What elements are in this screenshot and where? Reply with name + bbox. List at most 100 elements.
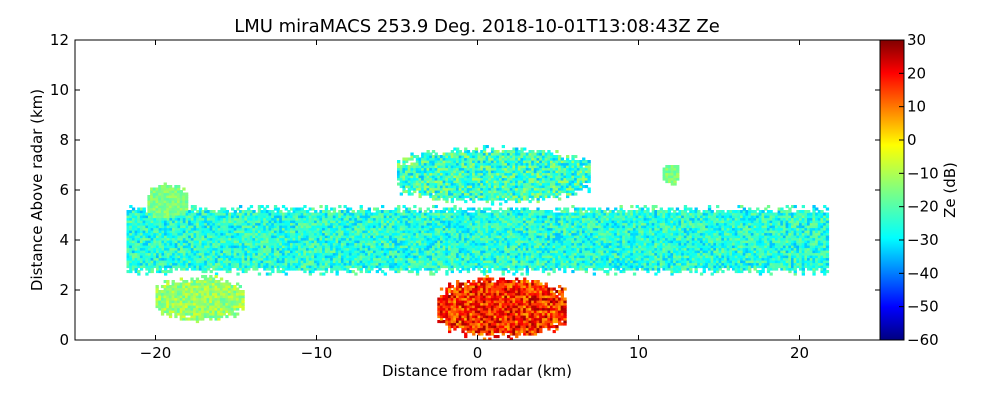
echo-cell xyxy=(370,262,374,266)
echo-cell xyxy=(397,212,401,216)
echo-cell xyxy=(303,225,307,229)
echo-cell xyxy=(509,207,513,211)
echo-cell xyxy=(568,247,572,251)
echo-cell xyxy=(340,227,345,231)
echo-cell xyxy=(662,240,666,244)
echo-cell xyxy=(520,207,524,211)
echo-cell xyxy=(231,237,235,241)
echo-cell xyxy=(145,227,149,231)
echo-cell xyxy=(185,222,189,226)
echo-cell xyxy=(565,265,570,269)
echo-cell xyxy=(482,267,487,271)
echo-cell xyxy=(659,250,663,254)
echo-cell xyxy=(150,222,154,226)
echo-cell xyxy=(145,250,149,254)
echo-cell xyxy=(630,262,634,266)
echo-cell xyxy=(413,222,417,226)
echo-cell xyxy=(563,242,567,246)
echo-cell xyxy=(423,237,428,241)
echo-cell xyxy=(359,207,363,211)
echo-cell xyxy=(370,237,374,241)
echo-cell xyxy=(367,225,371,229)
echo-cell xyxy=(284,255,288,259)
echo-cell xyxy=(279,215,283,219)
echo-cell xyxy=(239,250,243,254)
echo-cell xyxy=(600,217,604,221)
echo-cell xyxy=(373,262,377,266)
echo-cell xyxy=(397,265,401,269)
echo-cell xyxy=(185,232,189,236)
echo-cell xyxy=(231,232,235,236)
echo-cell xyxy=(415,260,420,264)
echo-cell xyxy=(129,225,133,229)
echo-cell xyxy=(498,267,503,271)
echo-cell xyxy=(659,237,663,241)
echo-cell xyxy=(198,217,203,221)
echo-cell xyxy=(303,205,307,209)
echo-cell xyxy=(158,242,162,246)
echo-cell xyxy=(292,217,296,221)
echo-cell xyxy=(458,207,462,211)
echo-cell xyxy=(335,260,339,264)
echo-cell xyxy=(405,265,409,269)
echo-cell xyxy=(201,262,205,266)
echo-cell xyxy=(158,255,162,259)
echo-cell xyxy=(391,267,396,271)
echo-cell xyxy=(574,242,578,246)
echo-cell xyxy=(429,215,433,219)
echo-cell xyxy=(442,225,446,229)
echo-cell xyxy=(156,255,160,259)
echo-cell xyxy=(630,245,634,249)
echo-cell xyxy=(640,212,645,216)
echo-cell xyxy=(651,250,655,254)
echo-cell xyxy=(563,227,567,231)
echo-cell xyxy=(651,247,655,251)
echo-cell xyxy=(263,230,267,234)
echo-cell xyxy=(584,262,588,266)
echo-cell xyxy=(198,265,203,269)
echo-cell xyxy=(212,212,216,216)
echo-cell xyxy=(263,242,267,246)
echo-cell xyxy=(177,242,181,246)
echo-cell xyxy=(512,262,516,266)
echo-cell xyxy=(287,222,291,226)
echo-cell xyxy=(509,260,513,264)
echo-cell xyxy=(627,225,631,229)
echo-cell xyxy=(212,262,216,266)
echo-cell xyxy=(391,262,396,266)
echo-cell xyxy=(335,212,339,216)
echo-cell xyxy=(413,232,417,236)
echo-cell xyxy=(458,247,462,251)
echo-cell xyxy=(233,227,237,231)
echo-cell xyxy=(429,272,433,276)
echo-cell xyxy=(649,265,653,269)
echo-cell xyxy=(276,252,280,256)
echo-cell xyxy=(295,255,299,259)
echo-cell xyxy=(308,262,312,266)
echo-cell xyxy=(139,242,144,246)
echo-cell xyxy=(335,237,339,241)
echo-cell xyxy=(292,247,296,251)
echo-cell xyxy=(303,222,307,226)
echo-cell xyxy=(568,260,572,264)
echo-cell xyxy=(201,242,205,246)
echo-cell xyxy=(131,242,136,246)
echo-cell xyxy=(469,255,473,259)
echo-cell xyxy=(233,240,237,244)
echo-cell xyxy=(533,255,538,259)
echo-cell xyxy=(335,262,339,266)
echo-cell xyxy=(148,267,152,271)
echo-cell xyxy=(241,215,245,219)
echo-cell xyxy=(549,212,554,216)
echo-cell xyxy=(624,222,629,226)
echo-cell xyxy=(300,252,304,256)
echo-cell xyxy=(472,245,476,249)
echo-cell xyxy=(590,217,594,221)
echo-cell xyxy=(338,227,342,231)
echo-cell xyxy=(458,262,462,266)
echo-cell xyxy=(188,240,192,244)
echo-cell xyxy=(129,267,133,271)
echo-cell xyxy=(142,247,146,251)
echo-cell xyxy=(477,245,481,249)
echo-cell xyxy=(348,242,353,246)
